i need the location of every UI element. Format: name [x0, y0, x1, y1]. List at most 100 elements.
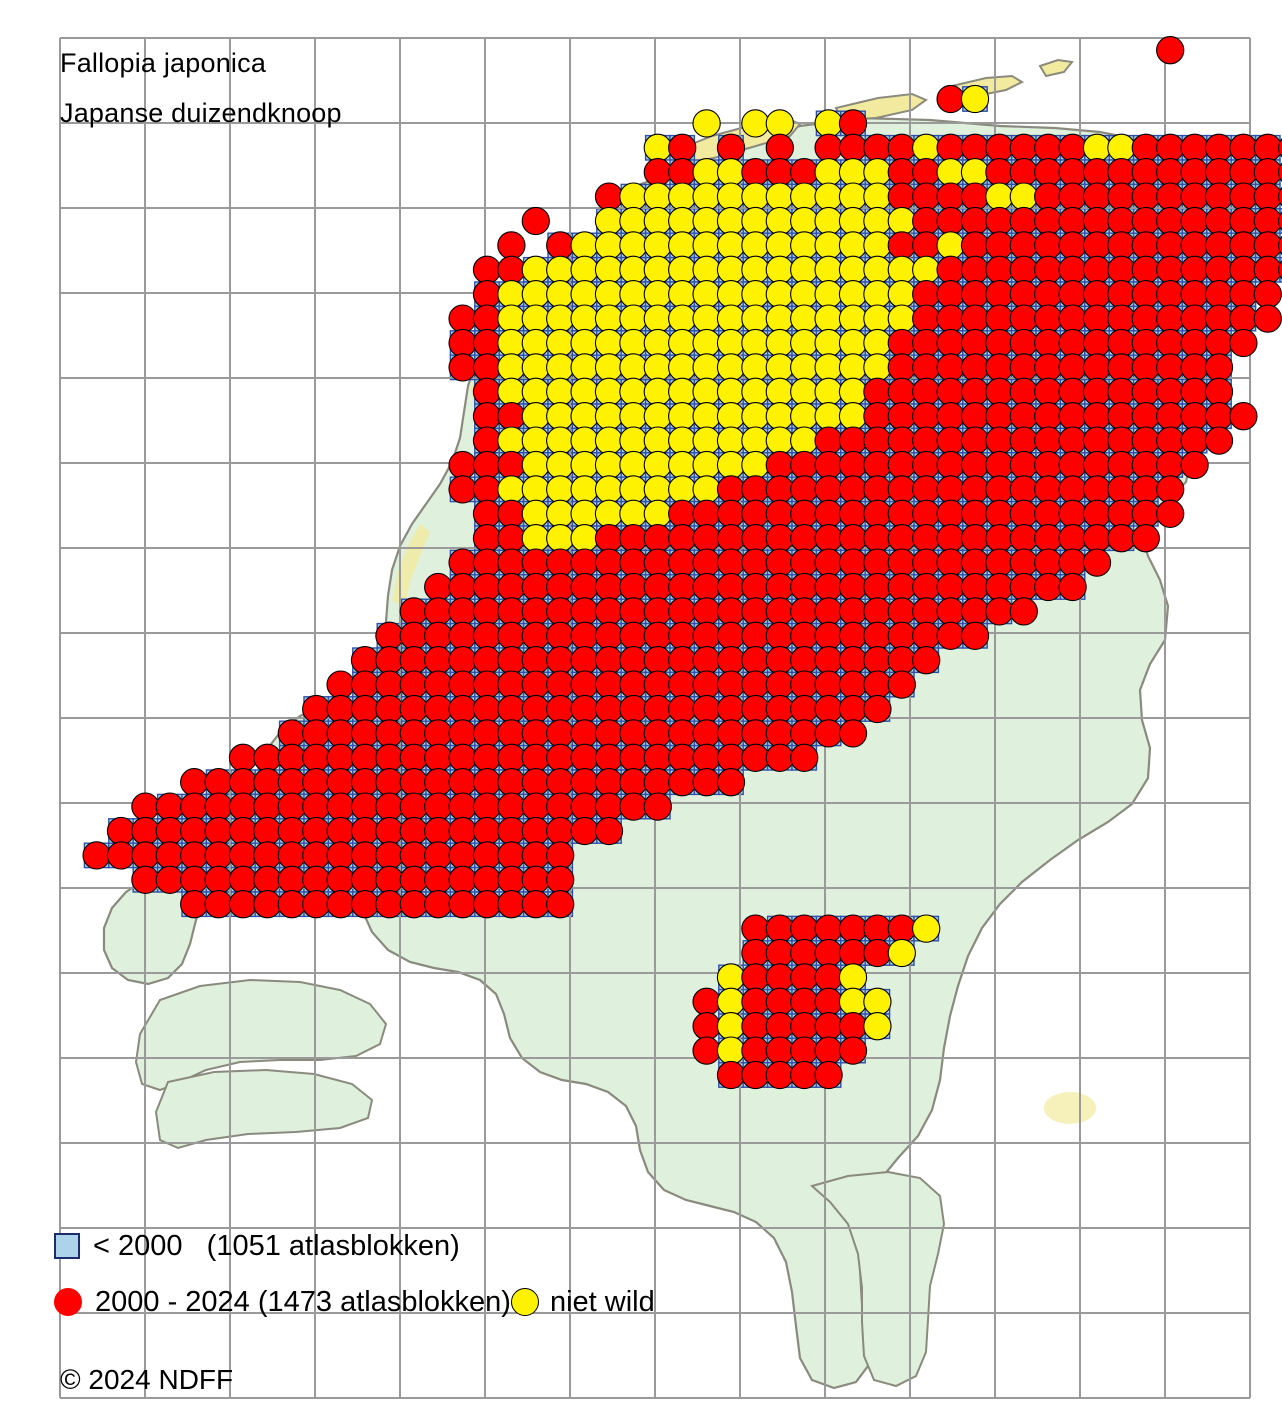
observation-dot-recent [741, 719, 770, 748]
observation-dot-recent [472, 450, 502, 480]
observation-dot-niet-wild [692, 182, 721, 211]
observation-dot-recent [302, 694, 331, 724]
observation-dot-recent [594, 597, 624, 626]
observation-dot-recent [838, 499, 868, 528]
observation-dot-recent [1253, 280, 1282, 309]
observation-dot-recent [546, 743, 575, 772]
observation-dot-recent [204, 816, 233, 846]
observation-dot-recent [1180, 133, 1209, 162]
observation-dot-recent [448, 719, 477, 748]
observation-dot-niet-wild [594, 304, 624, 333]
observation-dot-recent [350, 768, 380, 797]
observation-dot-recent [1156, 133, 1185, 162]
observation-dot-niet-wild [570, 499, 599, 528]
observation-dot-recent [1278, 235, 1282, 256]
observation-dot-recent [350, 719, 380, 748]
observation-dot-recent [472, 621, 502, 650]
observation-dot-niet-wild [838, 987, 868, 1016]
observation-dot-recent [570, 792, 599, 821]
observation-dot-recent [814, 1060, 843, 1090]
observation-dot-recent [1131, 499, 1160, 528]
observation-dot-recent [814, 1012, 843, 1041]
observation-dot-recent [1229, 182, 1258, 211]
observation-dot-niet-wild [716, 426, 746, 455]
observation-dot-recent [399, 694, 428, 724]
observation-dot-recent [472, 426, 502, 455]
observation-dot-recent [887, 450, 916, 480]
observation-dot-niet-wild [570, 280, 599, 309]
observation-dot-recent [1009, 255, 1038, 284]
observation-dot-recent [375, 719, 404, 748]
observation-dot-recent [936, 304, 965, 333]
observation-dot-niet-wild [912, 133, 941, 162]
observation-dot-recent [1131, 475, 1160, 504]
observation-dot-recent [838, 914, 868, 943]
observation-dot-niet-wild [863, 158, 892, 187]
observation-dot-recent [472, 768, 502, 797]
observation-dot-niet-wild [863, 280, 892, 309]
observation-dot-recent [838, 109, 868, 138]
observation-dot-recent [399, 841, 428, 870]
observation-dot-recent [204, 768, 233, 797]
observation-dot-recent [521, 206, 550, 236]
observation-dot-recent [1253, 182, 1282, 211]
observation-dot-niet-wild [570, 402, 599, 431]
observation-dot-recent [1082, 255, 1112, 284]
observation-dot-niet-wild [570, 426, 599, 455]
observation-dot-recent [1278, 211, 1282, 231]
observation-dot-niet-wild [790, 328, 819, 358]
observation-dot-recent [521, 548, 550, 577]
niet-wild-yellow-dot-swatch [510, 1288, 539, 1316]
observation-dot-recent [814, 572, 843, 602]
observation-dot-niet-wild [741, 377, 770, 406]
observation-dot-recent [765, 1012, 794, 1041]
observation-dot-niet-wild [546, 426, 575, 455]
observation-dot-recent [521, 597, 550, 626]
observation-dot-niet-wild [619, 499, 648, 528]
legend-label-niet-wild: niet wild [549, 1285, 655, 1318]
observation-dot-recent [643, 694, 672, 724]
observation-dot-recent [643, 621, 672, 650]
observation-dot-niet-wild [838, 353, 868, 382]
observation-dot-recent [1107, 524, 1136, 553]
observation-dot-recent [399, 816, 428, 846]
observation-dot-recent [594, 743, 624, 772]
observation-dot-recent [1107, 450, 1136, 480]
observation-dot-recent [960, 255, 990, 284]
observation-dot-niet-wild [838, 304, 868, 333]
observation-dot-recent [472, 572, 502, 602]
observation-dot-niet-wild [716, 182, 746, 211]
observation-dot-recent [765, 572, 794, 602]
observation-dot-recent [936, 524, 965, 553]
observation-dot-recent [570, 816, 599, 846]
observation-dot-recent [887, 426, 916, 455]
observation-dot-recent [204, 890, 233, 919]
observation-dot-niet-wild [570, 524, 599, 553]
observation-dot-recent [497, 768, 526, 797]
observation-dot-niet-wild [521, 280, 550, 309]
observation-dot-recent [863, 572, 892, 602]
observation-dot-recent [887, 377, 916, 406]
observation-dot-recent [741, 524, 770, 553]
observation-dot-recent [1156, 255, 1185, 284]
observation-dot-niet-wild [619, 304, 648, 333]
observation-dot-niet-wild [594, 206, 624, 236]
observation-dot-recent [1204, 280, 1234, 309]
observation-dot-recent [131, 865, 160, 894]
observation-dot-recent [960, 206, 990, 236]
observation-dot-recent [1131, 304, 1160, 333]
observation-dot-recent [765, 694, 794, 724]
observation-dot-recent [399, 792, 428, 821]
observation-dot-recent [765, 499, 794, 528]
observation-dot-niet-wild [643, 280, 672, 309]
observation-dot-recent [570, 670, 599, 699]
observation-dot-recent [1229, 328, 1258, 358]
observation-dot-recent [765, 621, 794, 650]
observation-dot-recent [863, 133, 892, 162]
observation-dot-niet-wild [765, 109, 794, 138]
observation-dot-recent [790, 548, 819, 577]
observation-dot-recent [546, 768, 575, 797]
observation-dot-niet-wild [716, 206, 746, 236]
observation-dot-recent [863, 938, 892, 968]
observation-dot-recent [1180, 426, 1209, 455]
